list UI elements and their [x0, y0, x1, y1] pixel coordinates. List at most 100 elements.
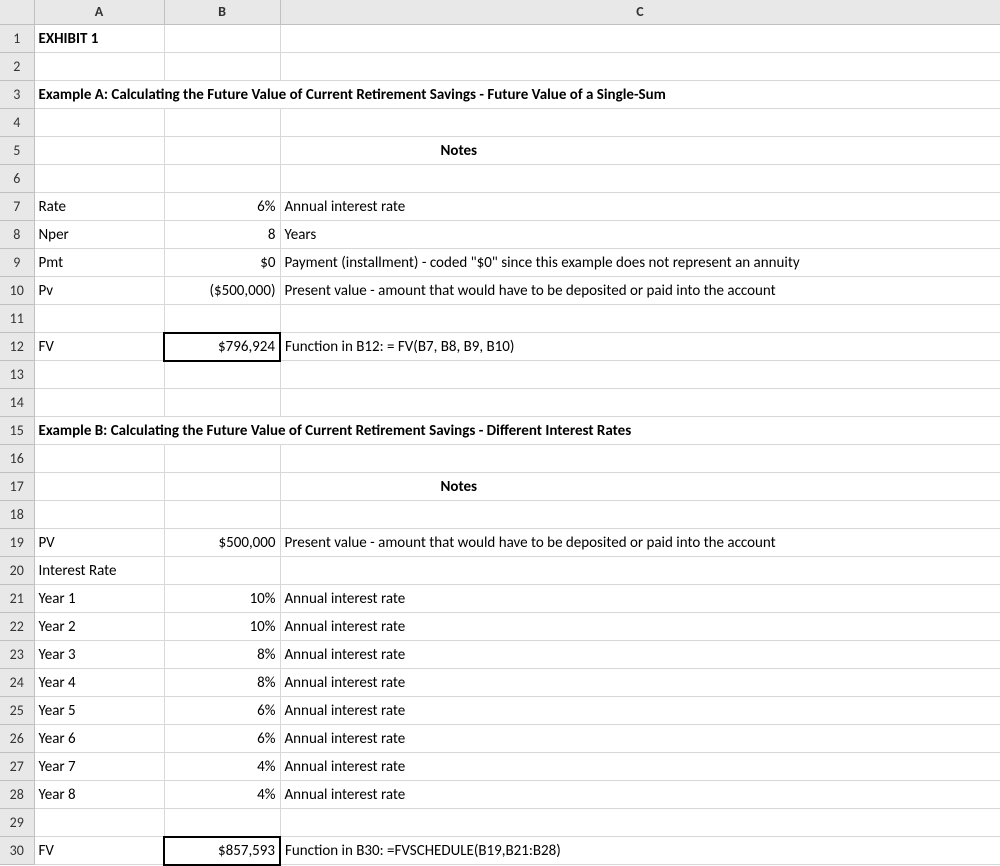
cell[interactable]: Annual interest rate [280, 193, 1000, 221]
cell[interactable]: Payment (installment) - coded "$0" since… [280, 249, 1000, 277]
column-header-c[interactable]: C [280, 0, 1000, 25]
row-header[interactable]: 10 [0, 277, 34, 305]
cell[interactable]: Annual interest rate [280, 725, 1000, 753]
cell[interactable] [34, 389, 164, 417]
cell[interactable]: Year 2 [34, 613, 164, 641]
row-header[interactable]: 5 [0, 137, 34, 165]
cell[interactable] [34, 501, 164, 529]
column-header-a[interactable]: A [34, 0, 164, 25]
cell[interactable]: 6% [164, 725, 280, 753]
row-header[interactable]: 22 [0, 613, 34, 641]
cell[interactable]: Notes [280, 473, 1000, 501]
cell[interactable]: Nper [34, 221, 164, 249]
cell[interactable]: FV [34, 333, 164, 361]
cell[interactable]: FV [34, 837, 164, 865]
row-header[interactable]: 23 [0, 641, 34, 669]
cell[interactable] [164, 25, 280, 53]
cell[interactable] [164, 389, 280, 417]
cell[interactable] [164, 137, 280, 165]
cell[interactable]: Example A: Calculating the Future Value … [34, 81, 1000, 109]
cell[interactable] [164, 557, 280, 585]
cell[interactable]: Rate [34, 193, 164, 221]
row-header[interactable]: 12 [0, 333, 34, 361]
cell[interactable]: $857,593 [164, 837, 280, 865]
row-header[interactable]: 6 [0, 165, 34, 193]
cell[interactable]: $0 [164, 249, 280, 277]
column-header-b[interactable]: B [164, 0, 280, 25]
row-header[interactable]: 18 [0, 501, 34, 529]
cell[interactable] [34, 305, 164, 333]
cell[interactable]: Pv [34, 277, 164, 305]
cell[interactable]: ($500,000) [164, 277, 280, 305]
row-header[interactable]: 7 [0, 193, 34, 221]
cell[interactable] [280, 809, 1000, 837]
row-header[interactable]: 29 [0, 809, 34, 837]
cell[interactable]: 4% [164, 753, 280, 781]
row-header[interactable]: 20 [0, 557, 34, 585]
cell[interactable] [164, 53, 280, 81]
cell[interactable] [280, 109, 1000, 137]
cell[interactable] [280, 305, 1000, 333]
row-header[interactable]: 15 [0, 417, 34, 445]
cell[interactable] [34, 137, 164, 165]
cell[interactable]: Function in B12: = FV(B7, B8, B9, B10) [280, 333, 1000, 361]
cell[interactable]: Annual interest rate [280, 781, 1000, 809]
cell[interactable] [164, 165, 280, 193]
cell[interactable]: Year 7 [34, 753, 164, 781]
cell[interactable]: 8 [164, 221, 280, 249]
row-header[interactable]: 4 [0, 109, 34, 137]
cell[interactable]: 6% [164, 193, 280, 221]
cell[interactable] [34, 165, 164, 193]
cell[interactable]: Present value - amount that would have t… [280, 529, 1000, 557]
cell[interactable]: Year 8 [34, 781, 164, 809]
cell[interactable]: Example B: Calculating the Future Value … [34, 417, 1000, 445]
cell[interactable]: Notes [280, 137, 1000, 165]
cell[interactable]: Annual interest rate [280, 697, 1000, 725]
cell[interactable]: Annual interest rate [280, 641, 1000, 669]
cell[interactable]: $500,000 [164, 529, 280, 557]
cell[interactable]: 10% [164, 613, 280, 641]
cell[interactable] [164, 473, 280, 501]
row-header[interactable]: 14 [0, 389, 34, 417]
cell[interactable]: 10% [164, 585, 280, 613]
row-header[interactable]: 9 [0, 249, 34, 277]
row-header[interactable]: 8 [0, 221, 34, 249]
row-header[interactable]: 24 [0, 669, 34, 697]
row-header[interactable]: 27 [0, 753, 34, 781]
cell[interactable] [280, 25, 1000, 53]
cell[interactable] [164, 445, 280, 473]
select-all-corner[interactable] [0, 0, 34, 25]
row-header[interactable]: 2 [0, 53, 34, 81]
cell[interactable] [280, 389, 1000, 417]
cell[interactable]: 4% [164, 781, 280, 809]
cell[interactable] [280, 53, 1000, 81]
cell[interactable] [164, 809, 280, 837]
cell[interactable] [34, 109, 164, 137]
cell[interactable]: Function in B30: =FVSCHEDULE(B19,B21:B28… [280, 837, 1000, 865]
cell[interactable] [34, 473, 164, 501]
cell[interactable]: Annual interest rate [280, 585, 1000, 613]
cell[interactable]: Present value - amount that would have t… [280, 277, 1000, 305]
cell[interactable] [164, 305, 280, 333]
cell[interactable]: Annual interest rate [280, 753, 1000, 781]
row-header[interactable]: 25 [0, 697, 34, 725]
row-header[interactable]: 1 [0, 25, 34, 53]
cell[interactable]: Year 3 [34, 641, 164, 669]
cell[interactable] [34, 809, 164, 837]
cell[interactable] [280, 165, 1000, 193]
cell[interactable]: Year 1 [34, 585, 164, 613]
row-header[interactable]: 26 [0, 725, 34, 753]
cell[interactable]: 8% [164, 641, 280, 669]
cell[interactable] [280, 501, 1000, 529]
cell[interactable] [280, 361, 1000, 389]
cell[interactable]: 6% [164, 697, 280, 725]
row-header[interactable]: 17 [0, 473, 34, 501]
cell[interactable]: PV [34, 529, 164, 557]
cell[interactable] [34, 445, 164, 473]
cell[interactable] [164, 361, 280, 389]
cell[interactable]: EXHIBIT 1 [34, 25, 164, 53]
row-header[interactable]: 16 [0, 445, 34, 473]
cell[interactable]: 8% [164, 669, 280, 697]
cell[interactable] [164, 109, 280, 137]
cell[interactable]: Years [280, 221, 1000, 249]
